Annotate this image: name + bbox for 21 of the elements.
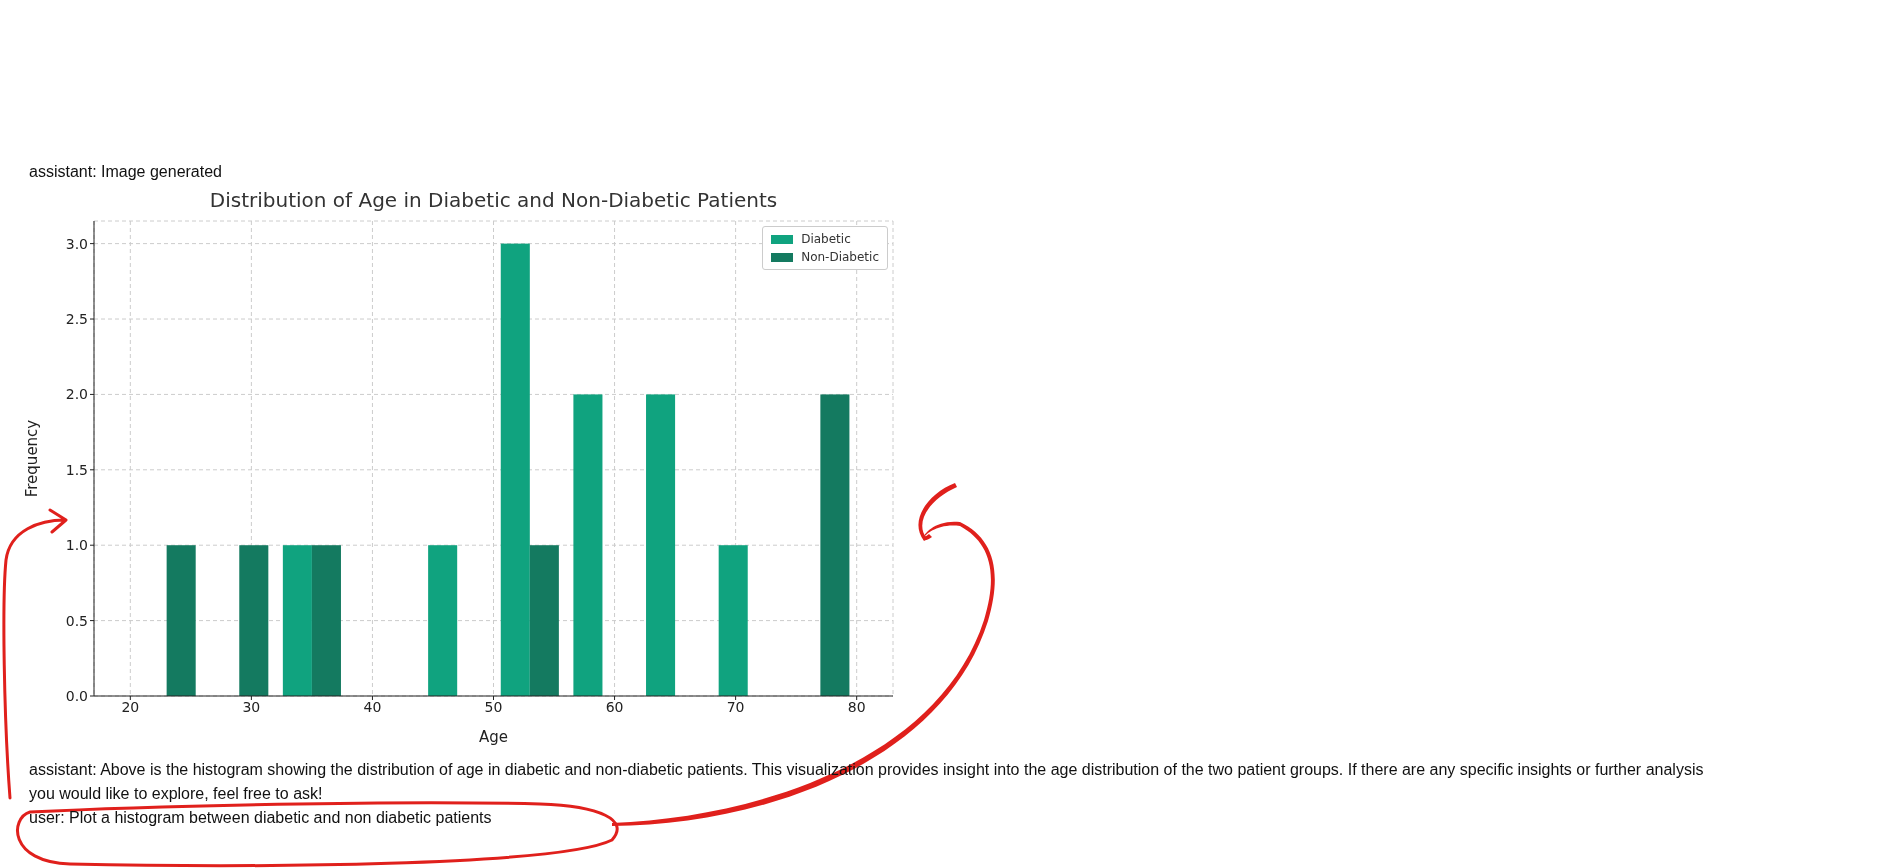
text: assistant: Image generated (29, 162, 223, 182)
y-tick-label: 1.0 (65, 537, 88, 554)
legend-label: Non-Diabetic (801, 250, 879, 264)
chart-title: Distribution of Age in Diabetic and Non-Diabetic Patients (208, 188, 779, 212)
legend-label: Diabetic (801, 232, 851, 246)
y-axis-title: Frequency (23, 419, 42, 498)
x-tick-label: 40 (363, 698, 382, 715)
y-tick-label: 1.5 (65, 461, 88, 478)
x-tick-label: 80 (847, 698, 866, 715)
y-tick-label: 0.5 (65, 612, 88, 629)
y-tick-label: 3.0 (65, 235, 88, 252)
text: user: Plot a histogram between diabetic and non diabetic patients (29, 808, 493, 828)
y-tick-label: 2.5 (65, 310, 88, 327)
x-tick-label: 70 (726, 698, 745, 715)
y-tick-label: 2.0 (65, 386, 88, 403)
y-tick-label: 0.0 (65, 687, 88, 704)
x-tick-label: 60 (605, 698, 624, 715)
x-tick-label: 30 (242, 698, 261, 715)
x-tick-label: 50 (484, 698, 503, 715)
x-tick-label: 20 (121, 698, 140, 715)
x-axis-title: Age (478, 728, 509, 746)
